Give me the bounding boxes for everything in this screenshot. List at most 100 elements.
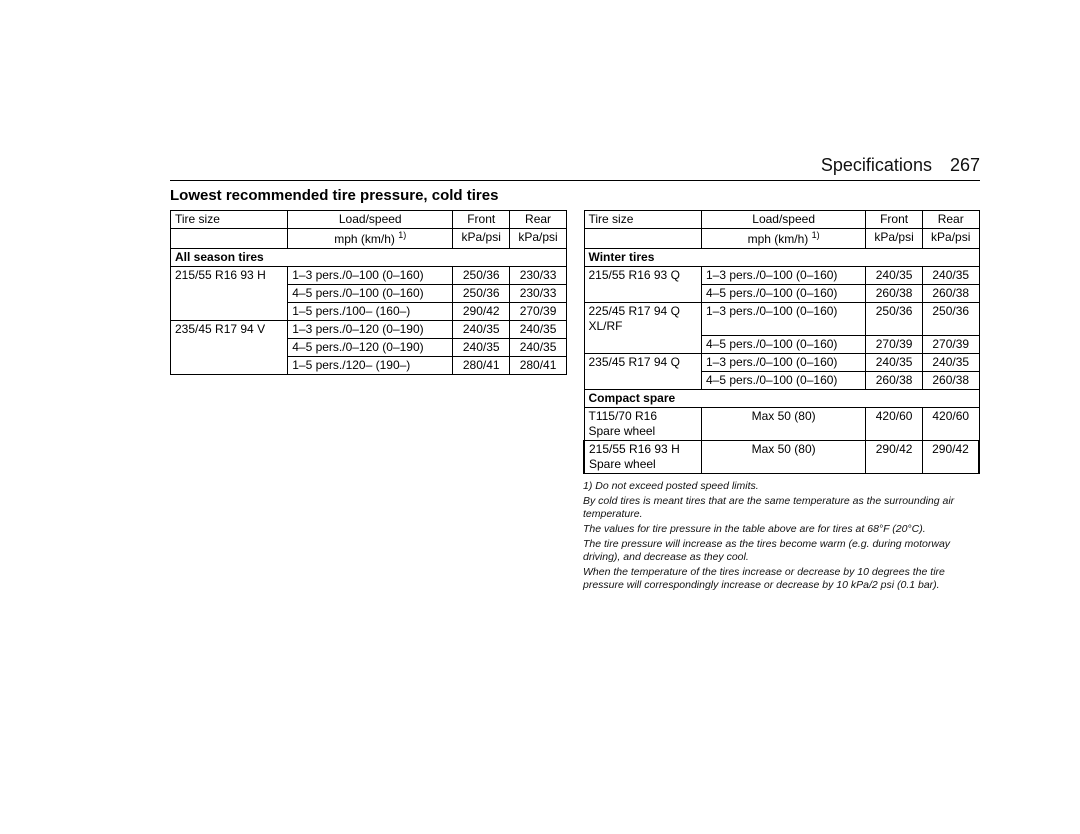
cell-load: Max 50 (80)	[701, 407, 865, 440]
cell-tire: 215/55 R16 93 HSpare wheel	[584, 440, 701, 473]
table-header-row: Tire size Load/speed Front Rear	[171, 211, 567, 229]
cell-tire: 215/55 R16 93 Q	[584, 267, 701, 285]
cell-rear: 230/33	[510, 267, 567, 285]
cell-front: 250/36	[453, 267, 510, 285]
cell-front: 250/36	[866, 303, 923, 336]
col-tire-size: Tire size	[171, 211, 288, 229]
cell-load: 4–5 pers./0–100 (0–160)	[701, 335, 865, 353]
col-load-speed: Load/speed	[701, 211, 865, 229]
section-row-compact-spare: Compact spare	[584, 389, 979, 407]
cell-rear: 270/39	[922, 335, 979, 353]
cell-tire: 235/45 R17 94 V	[171, 321, 288, 339]
main-title: Lowest recommended tire pressure, cold t…	[170, 187, 980, 204]
col-front: Front	[453, 211, 510, 229]
cell-rear: 280/41	[510, 357, 567, 375]
cell-tire: 235/45 R17 94 Q	[584, 353, 701, 371]
cell-rear: 230/33	[510, 285, 567, 303]
footnote-marker: 1)	[812, 230, 820, 240]
col-load-speed-unit: mph (km/h) 1)	[288, 229, 453, 249]
cell-tire	[171, 357, 288, 375]
table-row: 215/55 R16 93 H1–3 pers./0–100 (0–160)25…	[171, 267, 567, 285]
table-row: 215/55 R16 93 HSpare wheelMax 50 (80)290…	[584, 440, 979, 473]
table-row: 235/45 R17 94 Q1–3 pers./0–100 (0–160)24…	[584, 353, 979, 371]
table-row: 215/55 R16 93 Q1–3 pers./0–100 (0–160)24…	[584, 267, 979, 285]
cell-load: 4–5 pers./0–120 (0–190)	[288, 339, 453, 357]
col-rear-unit: kPa/psi	[922, 229, 979, 249]
cell-front: 240/35	[866, 353, 923, 371]
footnote-line: The tire pressure will increase as the t…	[583, 538, 980, 564]
footnote-marker: 1)	[398, 230, 406, 240]
cell-load: 4–5 pers./0–100 (0–160)	[701, 371, 865, 389]
cell-load: 1–3 pers./0–120 (0–190)	[288, 321, 453, 339]
footnote-line: The values for tire pressure in the tabl…	[583, 523, 980, 536]
table-row: 4–5 pers./0–120 (0–190)240/35240/35	[171, 339, 567, 357]
cell-tire	[171, 303, 288, 321]
footnotes: 1) Do not exceed posted speed limits. By …	[583, 480, 980, 593]
left-column: Tire size Load/speed Front Rear mph (km/…	[170, 210, 567, 375]
cell-front: 280/41	[453, 357, 510, 375]
table-row: 4–5 pers./0–100 (0–160)260/38260/38	[584, 285, 979, 303]
col-front-unit: kPa/psi	[453, 229, 510, 249]
cell-load: 1–3 pers./0–100 (0–160)	[701, 353, 865, 371]
col-tire-size: Tire size	[584, 211, 701, 229]
columns: Tire size Load/speed Front Rear mph (km/…	[170, 210, 980, 595]
cell-load: 1–3 pers./0–100 (0–160)	[701, 267, 865, 285]
cell-front: 290/42	[453, 303, 510, 321]
page-header: Specifications 267	[170, 155, 980, 181]
right-table: Tire size Load/speed Front Rear mph (km/…	[583, 210, 980, 474]
cell-tire	[584, 371, 701, 389]
cell-front: 240/35	[453, 321, 510, 339]
footnote-line: 1) Do not exceed posted speed limits.	[583, 480, 980, 493]
col-rear: Rear	[510, 211, 567, 229]
cell-front: 420/60	[866, 407, 923, 440]
cell-front: 290/42	[866, 440, 923, 473]
cell-rear: 240/35	[922, 353, 979, 371]
col-load-speed-unit: mph (km/h) 1)	[701, 229, 865, 249]
cell-front: 260/38	[866, 371, 923, 389]
cell-tire	[584, 285, 701, 303]
table-header-row-2: mph (km/h) 1) kPa/psi kPa/psi	[171, 229, 567, 249]
cell-load: Max 50 (80)	[701, 440, 865, 473]
col-rear-unit: kPa/psi	[510, 229, 567, 249]
cell-rear: 420/60	[922, 407, 979, 440]
page-number: 267	[950, 155, 980, 176]
cell-load: 4–5 pers./0–100 (0–160)	[288, 285, 453, 303]
cell-rear: 250/36	[922, 303, 979, 336]
cell-load: 4–5 pers./0–100 (0–160)	[701, 285, 865, 303]
footnote-line: By cold tires is meant tires that are th…	[583, 495, 980, 521]
cell-tire: 215/55 R16 93 H	[171, 267, 288, 285]
col-rear: Rear	[922, 211, 979, 229]
cell-front: 260/38	[866, 285, 923, 303]
section-row-winter: Winter tires	[584, 249, 979, 267]
table-row: 4–5 pers./0–100 (0–160)250/36230/33	[171, 285, 567, 303]
cell-front: 240/35	[453, 339, 510, 357]
cell-tire	[171, 285, 288, 303]
section-label: Winter tires	[584, 249, 979, 267]
cell-rear: 240/35	[510, 339, 567, 357]
cell-rear: 260/38	[922, 285, 979, 303]
table-row: T115/70 R16Spare wheelMax 50 (80)420/604…	[584, 407, 979, 440]
table-row: 1–5 pers./100– (160–)290/42270/39	[171, 303, 567, 321]
cell-load: 1–3 pers./0–100 (0–160)	[288, 267, 453, 285]
cell-load: 1–5 pers./100– (160–)	[288, 303, 453, 321]
col-front: Front	[866, 211, 923, 229]
page-content: Specifications 267 Lowest recommended ti…	[0, 0, 1080, 834]
cell-tire: 225/45 R17 94 QXL/RF	[584, 303, 701, 336]
cell-front: 240/35	[866, 267, 923, 285]
col-load-speed: Load/speed	[288, 211, 453, 229]
section-row-all-season: All season tires	[171, 249, 567, 267]
cell-front: 270/39	[866, 335, 923, 353]
cell-rear: 260/38	[922, 371, 979, 389]
cell-tire: T115/70 R16Spare wheel	[584, 407, 701, 440]
footnote-line: When the temperature of the tires increa…	[583, 566, 980, 592]
section-title: Specifications	[821, 155, 932, 176]
table-row: 4–5 pers./0–100 (0–160)270/39270/39	[584, 335, 979, 353]
cell-load: 1–5 pers./120– (190–)	[288, 357, 453, 375]
right-column: Tire size Load/speed Front Rear mph (km/…	[583, 210, 980, 595]
cell-load: 1–3 pers./0–100 (0–160)	[701, 303, 865, 336]
left-table: Tire size Load/speed Front Rear mph (km/…	[170, 210, 567, 375]
cell-tire	[171, 339, 288, 357]
unit-label: mph (km/h)	[748, 232, 809, 246]
unit-label: mph (km/h)	[334, 232, 395, 246]
section-label: Compact spare	[584, 389, 979, 407]
